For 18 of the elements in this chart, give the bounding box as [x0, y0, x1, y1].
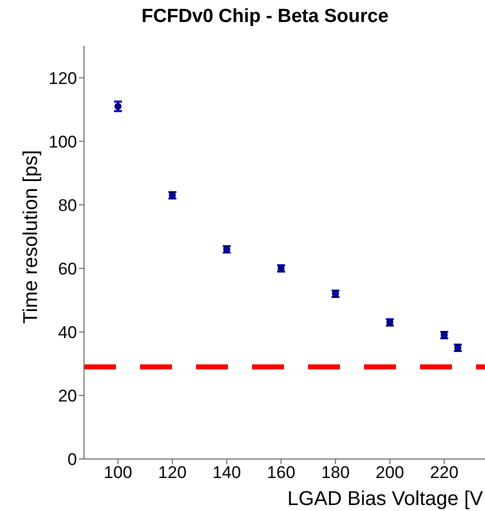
- x-axis-title: LGAD Bias Voltage [V: [287, 488, 484, 510]
- y-tick-label: 20: [58, 386, 77, 406]
- chart-title: FCFDv0 Chip - Beta Source: [140, 6, 390, 28]
- x-tick-label: 160: [266, 463, 296, 482]
- x-tick-label: 100: [104, 463, 132, 482]
- x-tick-label: 120: [158, 463, 187, 482]
- x-tick-label: 220: [430, 463, 458, 482]
- y-tick-label: 0: [68, 450, 77, 470]
- x-tick-label: 200: [376, 463, 404, 482]
- y-tick-label: 40: [58, 322, 77, 342]
- x-tick-label: 180: [321, 463, 350, 482]
- y-tick-label: 80: [58, 196, 77, 215]
- point: [114, 102, 122, 110]
- y-tick-label: 100: [48, 132, 77, 152]
- y-axis-title: Time resolution [ps]: [20, 150, 42, 324]
- y-tick-label: 120: [48, 68, 77, 88]
- y-tick-label: 60: [58, 259, 77, 278]
- x-tick-label: 140: [212, 463, 241, 482]
